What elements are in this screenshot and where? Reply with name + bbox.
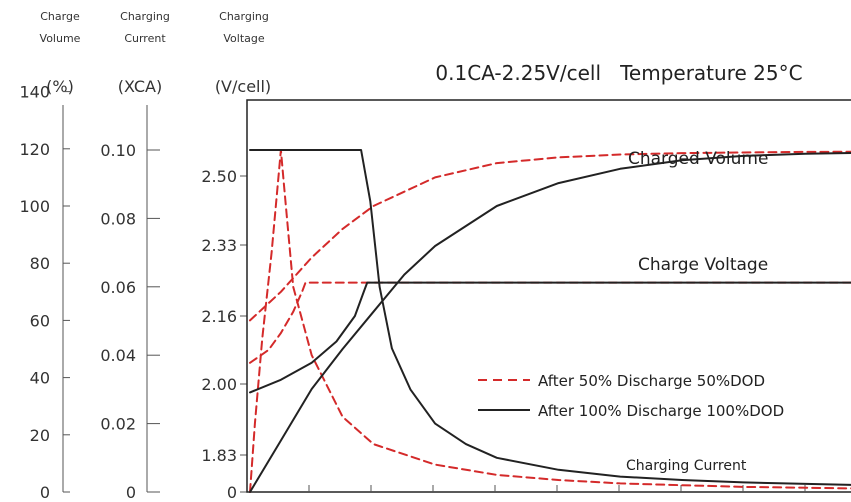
- current-unit: (XCA): [118, 77, 162, 96]
- series-100pctdod-voltage-line: [249, 281, 851, 394]
- current-axis: 0 0.02 0.04 0.06 0.08 0.10: [100, 105, 160, 502]
- current-tick-label: 0: [126, 483, 136, 502]
- current-tick-label: 0.08: [100, 209, 136, 228]
- volume-tick-label: 80: [30, 254, 50, 273]
- charged-volume-label: Charged Volume: [628, 149, 768, 169]
- voltage-tick-label: 2.33: [201, 236, 237, 255]
- current-tick-label: 0.06: [100, 278, 136, 297]
- voltage-heading-line1: Charging: [219, 10, 269, 23]
- voltage-unit: (V/cell): [215, 77, 271, 96]
- legend-label-50dod: After 50% Discharge 50%DOD: [538, 372, 765, 390]
- voltage-heading-line2: Voltage: [223, 32, 264, 45]
- voltage-tick-label: 0: [227, 483, 237, 502]
- axis-headings: Charge Volume Charging Current Charging …: [40, 10, 269, 45]
- legend: After 50% Discharge 50%DOD After 100% Di…: [478, 372, 784, 420]
- current-tick-label: 0.04: [100, 346, 136, 365]
- current-heading-line2: Current: [124, 32, 166, 45]
- charging-current-label: Charging Current: [626, 458, 747, 474]
- volume-heading-line1: Charge: [40, 10, 80, 23]
- volume-axis: 0 20 40 60 80 100 120 140: [19, 83, 70, 502]
- current-tick-label: 0.10: [100, 141, 136, 160]
- voltage-tick-label: 2.16: [201, 307, 237, 326]
- series-50pctdod-current-line: [249, 149, 851, 493]
- current-heading-line1: Charging: [120, 10, 170, 23]
- series-layer: [249, 149, 851, 493]
- legend-label-100dod: After 100% Discharge 100%DOD: [538, 402, 784, 420]
- volume-tick-label: 20: [30, 426, 50, 445]
- volume-heading-line2: Volume: [40, 32, 81, 45]
- x-axis-ticks: [308, 485, 806, 492]
- charge-voltage-label: Charge Voltage: [638, 255, 768, 275]
- volume-tick-label: 100: [19, 197, 50, 216]
- voltage-tick-label: 1.83: [201, 446, 237, 465]
- voltage-axis: 0 1.83 2.00 2.16 2.33 2.50: [201, 167, 247, 502]
- series-100pctdod-current-line: [249, 149, 851, 486]
- chart-title: 0.1CA-2.25V/cell Temperature 25°C: [435, 61, 802, 85]
- voltage-tick-label: 2.00: [201, 375, 237, 394]
- series-50pctdod-volume-line: [249, 150, 851, 322]
- volume-tick-label: 120: [19, 140, 50, 159]
- volume-unit: (%): [46, 77, 74, 96]
- volume-tick-label: 40: [30, 369, 50, 388]
- volume-tick-label: 140: [19, 83, 50, 102]
- current-tick-label: 0.02: [100, 415, 136, 434]
- voltage-tick-label: 2.50: [201, 167, 237, 186]
- series-100pctdod-volume-line: [249, 152, 851, 493]
- volume-tick-label: 0: [40, 483, 50, 502]
- volume-tick-label: 60: [30, 311, 50, 330]
